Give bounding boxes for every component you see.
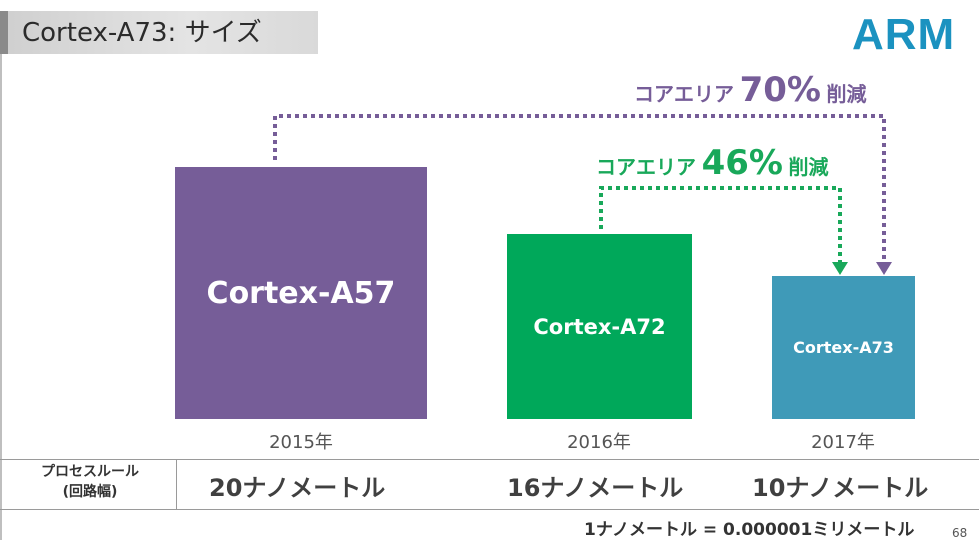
annotation-70-percent: 70%: [739, 70, 821, 110]
process-rule-label: プロセスルール (回路幅): [20, 462, 160, 502]
annotation-70-suffix: 削減: [826, 82, 867, 106]
title-bar: [0, 11, 318, 54]
annotation-46: コアエリア 46% 削減: [596, 143, 829, 183]
page-number: 68: [952, 526, 968, 540]
slide-title: Cortex-A73: サイズ: [22, 18, 262, 48]
process-a57: 20ナノメートル: [209, 474, 386, 502]
year-label-a57: 2015年: [269, 432, 333, 453]
cortex-a57-box: Cortex-A57: [175, 167, 427, 419]
green-arrowhead: [832, 262, 848, 275]
title-accent: [0, 11, 8, 54]
table-top-line: [0, 459, 979, 460]
purple-arrowhead: [876, 262, 892, 275]
annotation-70: コアエリア 70% 削減: [634, 70, 867, 110]
annotation-46-suffix: 削減: [788, 155, 829, 179]
arm-logo: ARM: [852, 10, 956, 59]
green-bracket-arrow: [599, 186, 842, 262]
process-a72: 16ナノメートル: [507, 474, 684, 502]
process-a73: 10ナノメートル: [752, 474, 929, 502]
annotation-46-percent: 46%: [701, 143, 783, 183]
year-label-a72: 2016年: [567, 432, 631, 453]
process-rule-label-line1: プロセスルール: [41, 464, 139, 480]
annotation-70-prefix: コアエリア: [634, 82, 734, 106]
cortex-a73-box: Cortex-A73: [772, 276, 915, 419]
table-bottom-line: [0, 509, 979, 510]
process-rule-label-line2: (回路幅): [62, 484, 118, 500]
table-column-divider: [176, 460, 177, 510]
year-label-a73: 2017年: [811, 432, 875, 453]
left-border: [0, 54, 2, 540]
cortex-a72-box: Cortex-A72: [507, 234, 692, 419]
footnote: 1ナノメートル = 0.000001ミリメートル: [584, 520, 915, 540]
annotation-46-prefix: コアエリア: [596, 155, 696, 179]
